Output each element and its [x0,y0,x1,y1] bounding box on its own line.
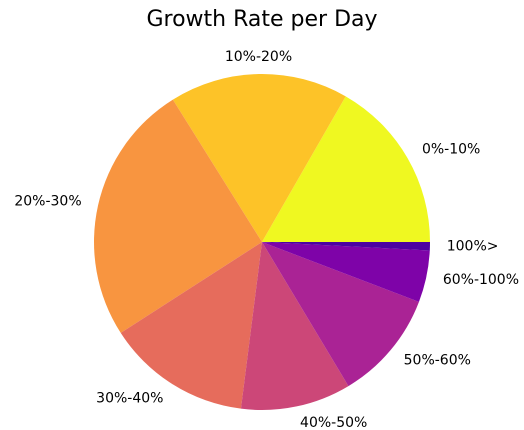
slice-label: 20%-30% [14,194,81,210]
pie-slice [120,242,262,409]
slice-label: 10%-20% [225,49,292,65]
slice-label: 30%-40% [96,390,163,406]
pie-slice [93,99,262,333]
pie-slice [262,242,430,302]
slice-label: 40%-50% [300,415,367,430]
pie-slice [172,74,346,242]
slice-label: 0%-10% [422,141,480,157]
slice-label: 50%-60% [404,353,471,369]
pie-slice [262,242,430,251]
slice-label: 60%-100% [443,272,519,288]
slice-label: 100%> [447,239,499,255]
pie-slice [262,96,430,242]
pie-slice [240,242,349,410]
pie-slice [262,242,419,387]
chart-title: Growth Rate per Day [146,7,377,32]
